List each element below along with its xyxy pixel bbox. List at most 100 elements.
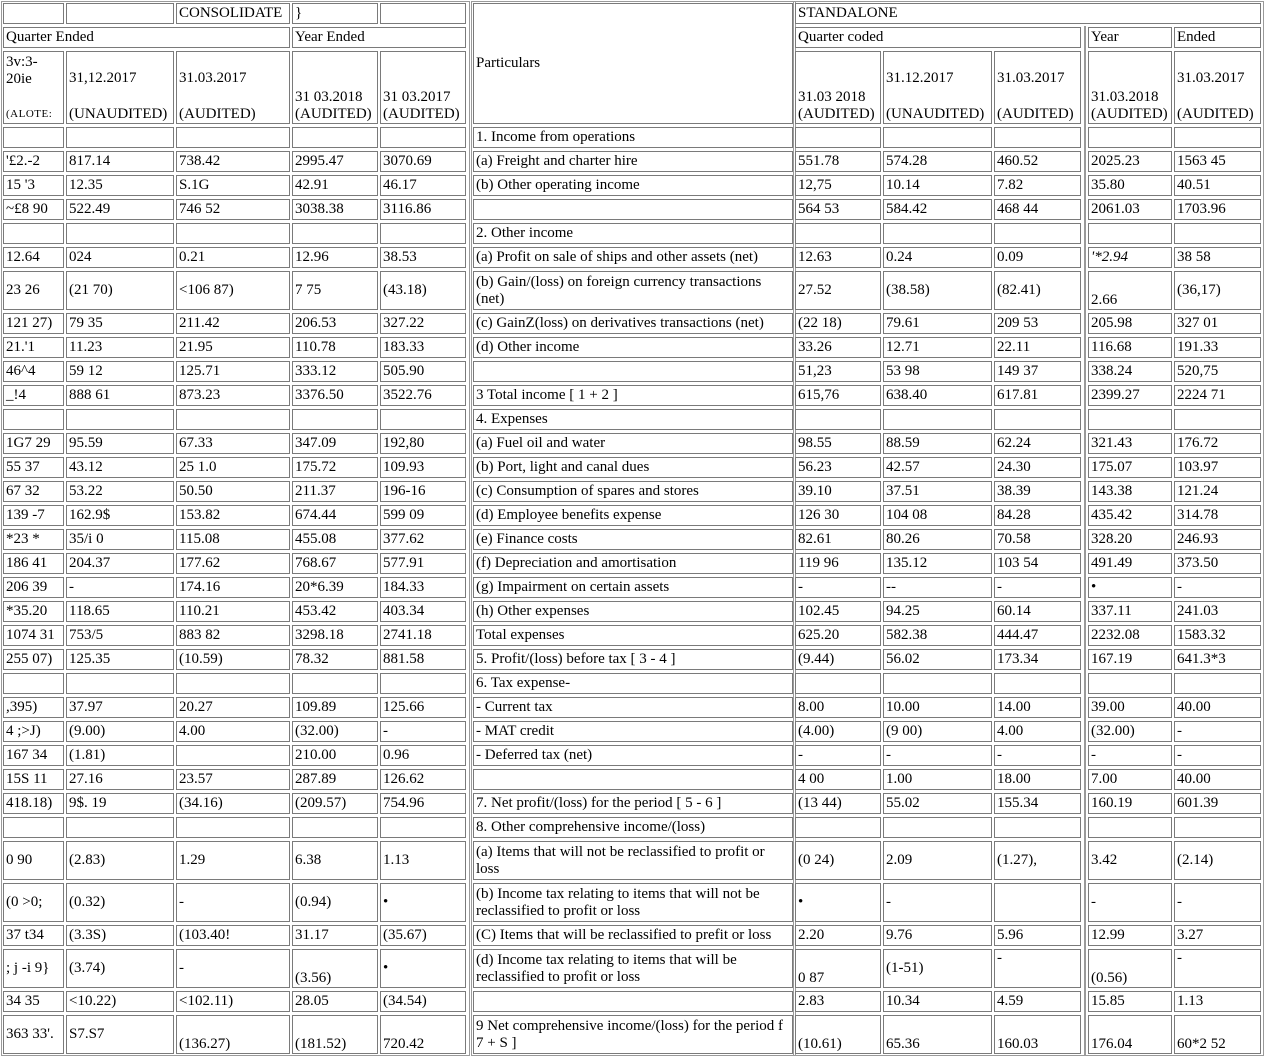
standalone-value: 167.19 (1091, 651, 1133, 667)
standalone-value-cell: 3.42 (1088, 841, 1172, 880)
standalone-value: 0 87 (798, 970, 825, 986)
standalone-value-cell: 574.28 (883, 151, 992, 172)
standalone-value: 24.30 (997, 459, 1031, 475)
standalone-value-cell: 338.24 (1088, 361, 1172, 382)
particular-label: 1. Income from operations (476, 129, 636, 145)
consolidated-value: 139 -7 (6, 507, 45, 523)
consolidated-value: 184.33 (383, 579, 425, 595)
standalone-value: 15.85 (1091, 993, 1125, 1009)
consolidated-value-cell: (35.67) (380, 925, 466, 946)
consolidated-value: 3376.50 (295, 387, 344, 403)
standalone-value-cell: 551.78 (795, 151, 881, 172)
consolidated-value-cell: 15 '3 (3, 175, 64, 196)
particular-label: (f) Depreciation and amortisation (476, 555, 677, 571)
standalone-title-text: STANDALONE (798, 5, 898, 21)
standalone-value-cell: 4.00 (994, 721, 1081, 742)
consolidated-value: *35.20 (6, 603, 48, 619)
standalone-value: 2025.23 (1091, 153, 1140, 169)
header-blank (3, 3, 64, 24)
particular-cell: (d) Income tax relating to items that wi… (473, 949, 793, 988)
cell-text: (UNAUDITED) (69, 106, 168, 122)
consolidated-value-cell: 522.49 (66, 199, 174, 220)
standalone-value: 40.51 (1177, 177, 1211, 193)
standalone-value: - (997, 747, 1002, 763)
standalone-value: 70.58 (997, 531, 1031, 547)
consolidated-value-cell: (103.40! (176, 925, 290, 946)
consolidated-value-cell (66, 127, 174, 148)
standalone-value: 574.28 (886, 153, 928, 169)
consolidated-value-cell: 139 -7 (3, 505, 64, 526)
consolidated-value: 25 1.0 (179, 459, 217, 475)
consolidated-value: 3522.76 (383, 387, 432, 403)
consolidated-value: 125.71 (179, 363, 221, 379)
standalone-value: 2224 71 (1177, 387, 1226, 403)
cell-text: 31.12.2017 (886, 70, 954, 86)
standalone-value-cell: 80.26 (883, 529, 992, 550)
consolidated-value: 20.27 (179, 699, 213, 715)
standalone-value: - (997, 950, 1002, 966)
standalone-value-cell: 126 30 (795, 505, 881, 526)
standalone-value: '*2.94 (1091, 249, 1128, 265)
standalone-value: 40.00 (1177, 699, 1211, 715)
consolidated-value: ,395) (6, 699, 38, 715)
standalone-value: 56.23 (798, 459, 832, 475)
consolidated-value: 363 33'. (6, 1026, 54, 1042)
consolidated-value: 38.53 (383, 249, 417, 265)
standalone-value: 82.61 (798, 531, 832, 547)
standalone-value-cell: 160.19 (1088, 793, 1172, 814)
consolidated-value-cell: 1.29 (176, 841, 290, 880)
standalone-col-header: 31.03.2018 (AUDITED) (1088, 51, 1172, 124)
consolidated-value: 720.42 (383, 1036, 425, 1052)
consolidated-value-cell: 67.33 (176, 433, 290, 454)
standalone-value-cell (994, 409, 1081, 430)
consolidated-value-cell: 109.89 (292, 697, 378, 718)
standalone-value: 102.45 (798, 603, 840, 619)
standalone-value: 2.20 (798, 927, 825, 943)
cell-text: 31.03 2018 (798, 89, 866, 105)
standalone-value: 14.00 (997, 699, 1031, 715)
standalone-value-cell: 246.93 (1174, 529, 1261, 550)
consolidated-value-cell: 31.17 (292, 925, 378, 946)
consolidated-value-cell: 162.9$ (66, 505, 174, 526)
consolidated-value-cell: 177.62 (176, 553, 290, 574)
standalone-value: 1703.96 (1177, 201, 1226, 217)
standalone-value: 1583.32 (1177, 627, 1226, 643)
particulars-header: Particulars (473, 3, 793, 124)
block-frame (471, 1, 796, 1056)
particular-cell: 5. Profit/(loss) before tax [ 3 - 4 ] (473, 649, 793, 670)
consolidated-value-cell (380, 409, 466, 430)
standalone-value-cell: - (1174, 577, 1261, 598)
standalone-value-cell: 12.63 (795, 247, 881, 268)
cell-text: 3v:3- (6, 54, 38, 70)
consolidated-value-cell: 2741.18 (380, 625, 466, 646)
particular-label: (a) Profit on sale of ships and other as… (476, 249, 759, 265)
standalone-value-cell: 241.03 (1174, 601, 1261, 622)
consolidated-value-cell: 1074 31 (3, 625, 64, 646)
standalone-value: 2232.08 (1091, 627, 1140, 643)
consolidated-value: 43.12 (69, 459, 103, 475)
particular-cell: 1. Income from operations (473, 127, 793, 148)
standalone-value: 12,75 (798, 177, 832, 193)
standalone-value-cell: 9.76 (883, 925, 992, 946)
consolidated-value-cell: 23 26 (3, 271, 64, 310)
standalone-value-cell: 39.10 (795, 481, 881, 502)
standalone-value-cell: 102.45 (795, 601, 881, 622)
standalone-value-cell: 135.12 (883, 553, 992, 574)
consolidated-value-cell: 873.23 (176, 385, 290, 406)
standalone-value: 601.39 (1177, 795, 1219, 811)
standalone-value-cell: (9.44) (795, 649, 881, 670)
consolidated-title-text: CONSOLIDATE (179, 5, 283, 21)
particular-label: 7. Net profit/(loss) for the period [ 5 … (476, 795, 722, 811)
standalone-value: (13 44) (798, 795, 842, 811)
consolidated-value: (103.40! (179, 927, 231, 943)
consolidated-value-cell: 25 1.0 (176, 457, 290, 478)
standalone-value-cell: 103 54 (994, 553, 1081, 574)
standalone-value-cell: 143.38 (1088, 481, 1172, 502)
header-blank (380, 3, 466, 24)
standalone-value-cell: - (1174, 721, 1261, 742)
consolidated-value: 873.23 (179, 387, 221, 403)
consolidated-value: 577.91 (383, 555, 425, 571)
consolidated-value-cell: 28.05 (292, 991, 378, 1012)
standalone-ended: Ended (1174, 27, 1261, 48)
standalone-value: 39.00 (1091, 699, 1125, 715)
